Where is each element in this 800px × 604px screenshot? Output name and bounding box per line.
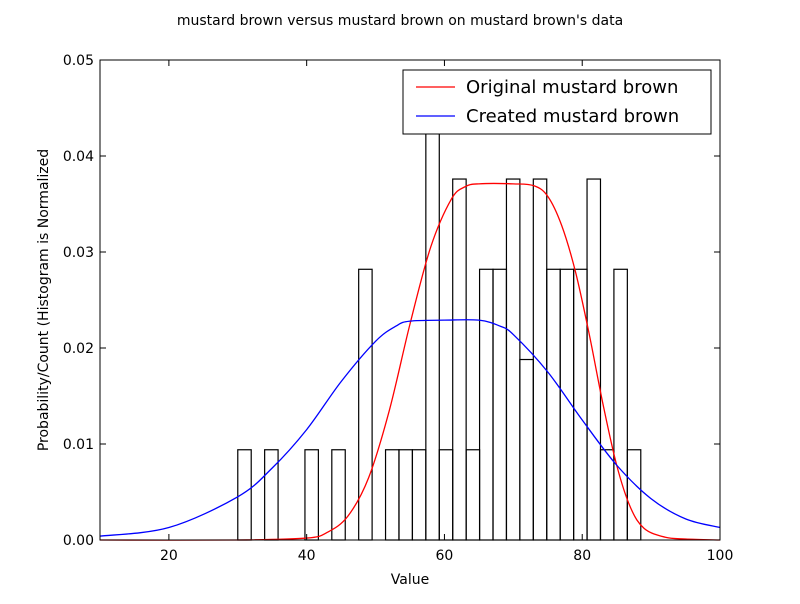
y-tick-label: 0.01: [63, 437, 94, 453]
axes: 20 40 60 80 100 0.00 0.01 0.02 0.03 0.04 0.05: [63, 53, 734, 564]
y-axis-label: Probability/Count (Histogram is Normaliz…: [36, 149, 52, 451]
fit-curves: [99, 182, 721, 541]
x-tick-label: 100: [707, 548, 734, 564]
y-tick-label: 0.04: [63, 149, 94, 165]
legend-box: [402, 69, 712, 135]
y-tick-label: 0.02: [63, 341, 94, 357]
y-tick-label: 0.03: [63, 245, 94, 261]
legend: Original mustard brown Created mustard br…: [402, 69, 712, 135]
x-tick-label: 60: [436, 548, 454, 564]
x-axis-label: Value: [391, 572, 429, 588]
legend-label: Created mustard brown: [466, 106, 679, 127]
series-line-created-mustard-brown: [99, 319, 721, 537]
x-tick-label: 20: [160, 548, 178, 564]
legend-label: Original mustard brown: [466, 77, 678, 98]
series-line-original-mustard-brown: [99, 182, 721, 541]
y-tick-label: 0.00: [63, 533, 94, 549]
plot-frame: [99, 59, 721, 541]
chart-title: mustard brown versus mustard brown on mu…: [177, 13, 623, 29]
y-tick-label: 0.05: [63, 53, 94, 69]
x-tick-label: 80: [573, 548, 591, 564]
x-tick-label: 40: [298, 548, 316, 564]
